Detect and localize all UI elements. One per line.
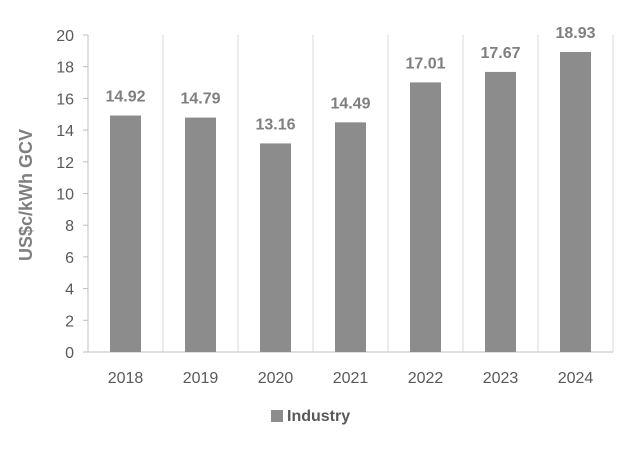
x-tick-label-2022: 2022: [408, 370, 444, 387]
bars: [110, 51, 591, 353]
x-tick-label-2019: 2019: [183, 370, 219, 387]
bar-2020: [260, 143, 291, 352]
data-label-2018: 14.92: [105, 89, 145, 106]
x-tick-label-2023: 2023: [483, 370, 519, 387]
legend-label-industry: Industry: [287, 408, 350, 425]
y-tick-label: 6: [65, 250, 74, 267]
legend: Industry: [271, 408, 350, 425]
y-axis-label: US$c/kWh GCV: [16, 129, 36, 261]
bar-2018: [110, 115, 141, 352]
data-label-2021: 14.49: [330, 95, 370, 112]
gridlines: [162, 35, 614, 352]
x-tick-label-2024: 2024: [558, 370, 594, 387]
data-labels: 14.92 14.79 13.16 14.49 17.01 17.67 18.93: [105, 25, 595, 133]
bar-2023: [485, 71, 516, 353]
bar-2022: [410, 82, 441, 352]
y-tick-label: 10: [56, 187, 74, 204]
legend-swatch-industry: [271, 410, 283, 422]
y-tick-label: 12: [56, 155, 74, 172]
data-label-2022: 17.01: [405, 55, 445, 72]
y-tick-label: 18: [56, 60, 74, 77]
data-label-2019: 14.79: [180, 91, 220, 108]
y-tick-label: 4: [65, 282, 74, 299]
x-tick-labels: 2018 2019 2020 2021 2022 2023 2024: [108, 370, 594, 387]
y-tick-labels: 0 2 4 6 8 10 12 14 16 18 20: [56, 28, 74, 362]
y-tick-label: 20: [56, 28, 74, 45]
y-tick-label: 8: [65, 218, 74, 235]
bar-2019: [185, 117, 216, 353]
x-tick-label-2018: 2018: [108, 370, 144, 387]
y-tick-label: 0: [65, 345, 74, 362]
x-tick-label-2020: 2020: [258, 370, 294, 387]
data-label-2024: 18.93: [555, 25, 595, 42]
bar-2024: [560, 51, 591, 352]
x-tick-label-2021: 2021: [333, 370, 369, 387]
y-tick-label: 14: [56, 123, 74, 140]
data-label-2020: 13.16: [255, 116, 295, 133]
y-tick-label: 2: [65, 313, 74, 330]
data-label-2023: 17.67: [480, 45, 520, 62]
y-tick-label: 16: [56, 91, 74, 108]
bar-2021: [335, 122, 366, 352]
